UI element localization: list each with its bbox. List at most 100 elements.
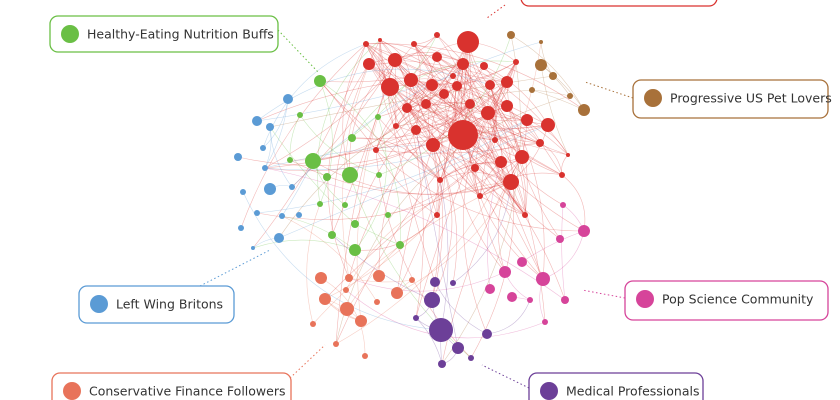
- node: [549, 72, 557, 80]
- edge: [354, 85, 458, 225]
- legend-box: [528, 372, 704, 400]
- edge: [425, 103, 446, 216]
- node: [457, 31, 479, 53]
- edge: [462, 134, 544, 280]
- edge: [464, 41, 506, 273]
- node: [468, 355, 474, 361]
- node: [345, 274, 353, 282]
- node: [452, 342, 464, 354]
- edge: [469, 103, 512, 183]
- node: [578, 104, 590, 116]
- edge: [432, 41, 470, 146]
- node: [482, 329, 492, 339]
- edge: [436, 34, 523, 158]
- edge: [462, 61, 517, 335]
- edge: [278, 124, 549, 239]
- node: [310, 321, 316, 327]
- node: [234, 153, 242, 161]
- node: [567, 93, 573, 99]
- edge: [483, 65, 549, 126]
- edge: [428, 84, 441, 181]
- edge: [365, 43, 502, 163]
- legend-label: Healthy-Eating Nutrition Buffs: [87, 27, 274, 42]
- edge: [319, 80, 401, 246]
- edge: [432, 144, 523, 165]
- edge: [264, 144, 434, 169]
- node: [411, 125, 421, 135]
- node: [289, 184, 295, 190]
- edge: [365, 42, 454, 77]
- edge: [486, 299, 531, 335]
- edge: [349, 59, 396, 176]
- node: [560, 202, 566, 208]
- edge: [406, 103, 471, 113]
- node: [385, 212, 391, 218]
- edge: [317, 39, 381, 205]
- edge: [526, 119, 563, 176]
- edge: [264, 167, 566, 301]
- node: [319, 293, 331, 305]
- edge: [479, 124, 549, 197]
- edge: [375, 136, 502, 163]
- edge: [365, 43, 528, 122]
- node: [429, 318, 453, 342]
- leader-lines: [199, 4, 634, 389]
- edge: [415, 129, 459, 349]
- edge: [368, 63, 417, 131]
- edge: [396, 144, 434, 294]
- edge: [415, 56, 438, 131]
- edge: [379, 39, 436, 283]
- node: [501, 100, 513, 112]
- node: [439, 89, 449, 99]
- edge: [291, 59, 396, 188]
- edge: [256, 156, 523, 220]
- edge: [312, 160, 512, 195]
- leader-line: [481, 364, 530, 389]
- node: [287, 157, 293, 163]
- edge: [406, 107, 458, 284]
- edge: [456, 85, 541, 144]
- node: [362, 353, 368, 359]
- node: [457, 58, 469, 70]
- edge: [439, 142, 541, 181]
- node: [373, 147, 379, 153]
- edge: [462, 63, 563, 176]
- edge: [425, 103, 496, 141]
- edge: [289, 114, 301, 161]
- edge: [365, 43, 427, 105]
- edge: [561, 204, 566, 301]
- edge: [406, 43, 421, 109]
- node: [409, 277, 415, 283]
- node: [437, 177, 443, 183]
- legend-box: [49, 15, 279, 53]
- edge: [264, 119, 528, 171]
- edge: [483, 65, 528, 216]
- node: [542, 319, 548, 325]
- edge: [415, 317, 443, 365]
- node: [333, 341, 339, 347]
- edge: [531, 89, 571, 97]
- edge: [425, 103, 566, 301]
- edge: [348, 277, 413, 283]
- node: [315, 272, 327, 284]
- legend-dot: [90, 295, 108, 313]
- edge: [510, 34, 585, 111]
- legend-label: Conservative Finance Followers: [89, 384, 285, 399]
- edge: [240, 43, 367, 229]
- edge: [351, 81, 508, 140]
- legend-dot: [636, 290, 654, 308]
- node: [492, 137, 498, 143]
- edge: [264, 98, 289, 169]
- node: [432, 52, 442, 62]
- node: [351, 220, 359, 228]
- node: [402, 103, 412, 113]
- edge: [467, 41, 528, 121]
- edge: [375, 149, 438, 216]
- edge: [375, 84, 433, 151]
- node: [465, 99, 475, 109]
- edge: [521, 230, 585, 263]
- legend-label: Medical Professionals: [566, 384, 700, 399]
- node: [515, 150, 529, 164]
- node: [485, 80, 495, 90]
- edge: [278, 89, 533, 239]
